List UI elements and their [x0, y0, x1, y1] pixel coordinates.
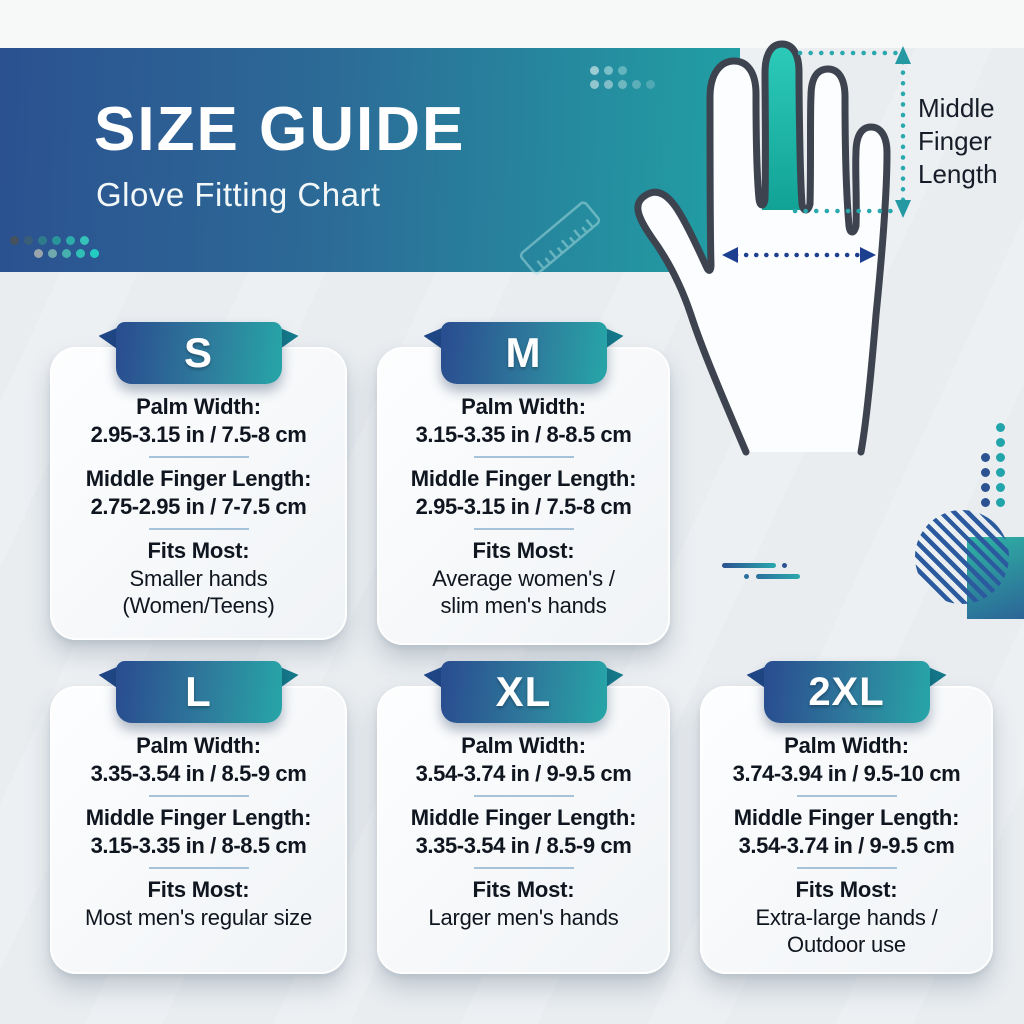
divider: [148, 867, 249, 869]
finger-length-value: 3.54-3.74 in / 9-9.5 cm: [738, 833, 955, 858]
divider: [148, 456, 249, 458]
palm-width-value: 2.95-3.15 in / 7.5-8 cm: [90, 422, 307, 447]
middle-finger-measure: [792, 50, 906, 214]
divider: [148, 528, 249, 530]
size-card-s: S Palm Width: 2.95-3.15 in / 7.5-8 cm Mi…: [50, 322, 347, 640]
fits-most-value: slim men's hands: [440, 593, 607, 618]
finger-length-heading: Middle Finger Length:: [85, 466, 312, 491]
decorative-line: [722, 563, 776, 568]
fits-most-value: (Women/Teens): [122, 593, 275, 618]
finger-length-value: 2.75-2.95 in / 7-7.5 cm: [90, 494, 307, 519]
size-badge-2xl: 2XL: [746, 661, 947, 723]
size-card-m: M Palm Width: 3.15-3.35 in / 8-8.5 cm Mi…: [377, 322, 670, 645]
divider: [473, 456, 574, 458]
fits-most-value: Most men's regular size: [84, 905, 312, 930]
palm-width-value: 3.54-3.74 in / 9-9.5 cm: [415, 761, 632, 786]
size-badge-l: L: [98, 661, 299, 723]
page-subtitle: Glove Fitting Chart: [96, 176, 381, 213]
decorative-dot: [782, 563, 787, 568]
hand-diagram: [634, 40, 911, 456]
fits-most-value: Outdoor use: [787, 932, 906, 957]
palm-width-heading: Palm Width:: [461, 394, 586, 419]
size-badge-s: S: [98, 322, 299, 384]
size-code: L: [185, 668, 212, 715]
banner-dots-light-row1: [590, 66, 627, 75]
ruler-icon: [519, 201, 601, 275]
palm-width-heading: Palm Width:: [461, 733, 586, 758]
finger-length-value: 2.95-3.15 in / 7.5-8 cm: [415, 494, 632, 519]
finger-length-heading: Middle Finger Length:: [85, 805, 312, 830]
palm-width-value: 3.74-3.94 in / 9.5-10 cm: [732, 761, 961, 786]
decorative-striped-circle: [915, 510, 1009, 604]
fits-most-value: Larger men's hands: [428, 905, 619, 930]
palm-width-heading: Palm Width:: [136, 733, 261, 758]
middle-finger-length-label: Middle Finger Length: [918, 93, 998, 189]
palm-width-value: 3.35-3.54 in / 8.5-9 cm: [90, 761, 307, 786]
hand-outline: [634, 40, 891, 456]
page-title: SIZE GUIDE: [94, 95, 466, 164]
fits-most-value: Smaller hands: [129, 566, 268, 591]
decorative-line: [756, 574, 800, 579]
palm-width-heading: Palm Width:: [784, 733, 909, 758]
palm-width-value: 3.15-3.35 in / 8-8.5 cm: [415, 422, 632, 447]
header-banner: SIZE GUIDE Glove Fitting Chart: [0, 48, 740, 275]
size-code: S: [183, 329, 213, 376]
size-badge-m: M: [423, 322, 624, 384]
size-code: 2XL: [808, 669, 885, 714]
size-card-l: L Palm Width: 3.35-3.54 in / 8.5-9 cm Mi…: [50, 661, 347, 974]
divider: [473, 795, 574, 797]
top-margin: [0, 0, 1024, 48]
palm-width-heading: Palm Width:: [136, 394, 261, 419]
size-card-xl: XL Palm Width: 3.54-3.74 in / 9-9.5 cm M…: [377, 661, 670, 974]
finger-length-heading: Middle Finger Length:: [733, 805, 960, 830]
finger-length-value: 3.15-3.35 in / 8-8.5 cm: [90, 833, 307, 858]
fits-most-value: Average women's /: [432, 566, 615, 591]
fits-most-heading: Fits Most:: [147, 538, 250, 563]
fits-most-heading: Fits Most:: [147, 877, 250, 902]
banner-dots-row1: [10, 236, 89, 245]
divider: [796, 867, 897, 869]
banner-dots-light-row2: [590, 80, 655, 89]
fits-most-heading: Fits Most:: [472, 538, 575, 563]
size-card-2xl: 2XL Palm Width: 3.74-3.94 in / 9.5-10 cm…: [700, 661, 993, 974]
fits-most-heading: Fits Most:: [472, 877, 575, 902]
size-code: XL: [495, 668, 552, 715]
banner-dots-row2: [34, 249, 99, 258]
decorative-dots-grid: [981, 423, 1005, 507]
fits-most-heading: Fits Most:: [795, 877, 898, 902]
decorative-dot: [744, 574, 749, 579]
fits-most-value: Extra-large hands /: [755, 905, 938, 930]
divider: [796, 795, 897, 797]
finger-length-value: 3.35-3.54 in / 8.5-9 cm: [415, 833, 632, 858]
divider: [473, 867, 574, 869]
size-code: M: [505, 329, 542, 376]
finger-length-heading: Middle Finger Length:: [410, 805, 637, 830]
divider: [473, 528, 574, 530]
divider: [148, 795, 249, 797]
finger-length-heading: Middle Finger Length:: [410, 466, 637, 491]
size-badge-xl: XL: [423, 661, 624, 723]
